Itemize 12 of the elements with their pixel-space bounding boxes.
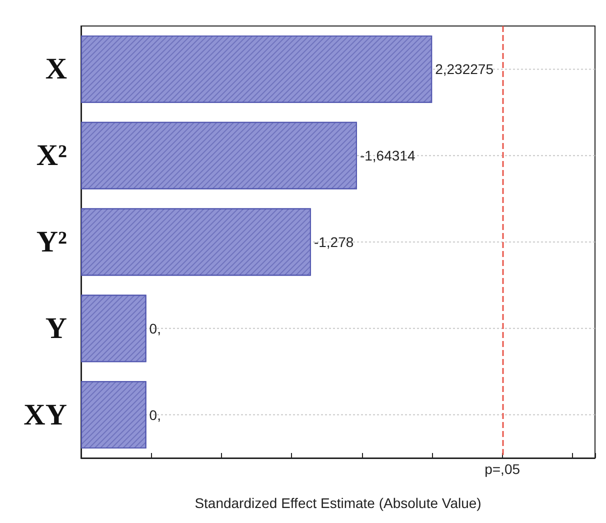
- x-axis-title: Standardized Effect Estimate (Absolute Value): [194, 495, 482, 511]
- annotation: -1,64314: [360, 148, 416, 164]
- y-tick-label: XY: [24, 398, 68, 432]
- annotation: 0,: [149, 406, 161, 423]
- y-tick-label: Y²: [36, 226, 67, 258]
- y-tick-label: Y: [45, 312, 68, 345]
- annotation: -1,278: [314, 234, 354, 250]
- annotation: 0,: [149, 320, 161, 336]
- y-tick-label: X²: [36, 139, 67, 172]
- annotation: 2,232275: [435, 61, 494, 78]
- y-tick-label: X: [45, 52, 68, 86]
- ref-line-label: p=,05: [484, 461, 520, 477]
